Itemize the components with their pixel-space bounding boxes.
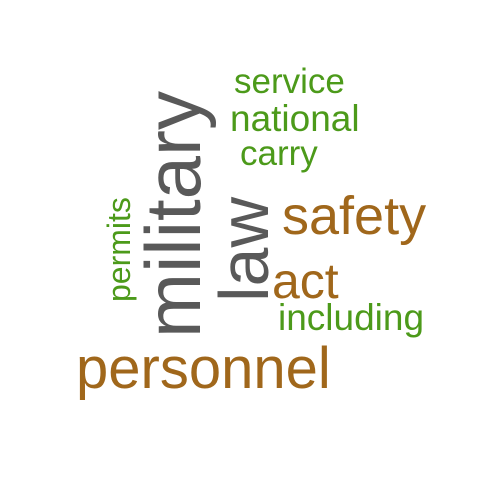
word-service: service [234, 62, 345, 101]
word-national: national [230, 98, 360, 139]
word-law: law [205, 197, 283, 302]
word-carry: carry [240, 134, 318, 173]
word-act: act [272, 253, 339, 309]
word-permits: permits [101, 197, 137, 302]
word-including: including [278, 297, 424, 338]
word-personnel: personnel [76, 336, 331, 401]
word-military: military [129, 91, 217, 338]
word-safety: safety [282, 186, 426, 246]
